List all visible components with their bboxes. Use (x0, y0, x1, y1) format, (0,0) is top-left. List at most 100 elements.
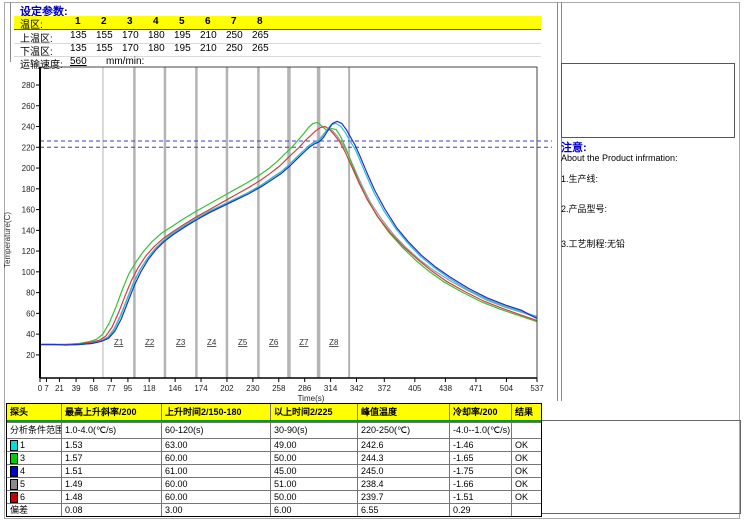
x-tick-label: 537 (530, 384, 544, 393)
deviation-value: 3.00 (161, 504, 270, 516)
y-tick-label: 20 (26, 351, 35, 360)
note-subtitle: About the Product infrmation: (561, 153, 678, 163)
zone-number-row: 温区: 1 2 3 4 5 6 7 8 (14, 16, 541, 31)
value-cell: 50.00 (270, 452, 357, 464)
x-tick-label: 258 (272, 384, 286, 393)
zone-label-Z5: Z5 (238, 338, 248, 347)
probe-color-swatch (10, 452, 18, 464)
upper-zone-temp-8: 265 (252, 30, 269, 41)
value-cell: 242.6 (357, 439, 449, 451)
x-tick-label: 405 (408, 384, 422, 393)
y-tick-label: 240 (22, 123, 36, 132)
x-tick-label: 118 (143, 384, 156, 393)
probe-cell: 6 (7, 491, 61, 503)
value-cell: 245.0 (357, 465, 449, 477)
zone-label-Z2: Z2 (145, 338, 155, 347)
y-tick-label: 140 (22, 226, 36, 235)
zone-label-Z4: Z4 (207, 338, 217, 347)
value-cell: -1.65 (449, 452, 511, 464)
settings-title: 设定参数: (20, 6, 68, 18)
note-item-production-line: 1.生产线: (561, 174, 599, 184)
criteria-cell: 30-90(s) (270, 423, 357, 438)
probe-row-5: 5 1.49 60.00 51.00 238.4 -1.66 OK (7, 477, 541, 490)
zone-row-label: 温区: (20, 20, 43, 31)
analysis-results-table: 探头 最高上升斜率/200 上升时间2/150-180 以上时间2/225 峰值温度 冷却… (6, 403, 542, 517)
zone-number-8: 8 (257, 16, 263, 27)
probe-row-1: 1 1.53 63.00 49.00 242.6 -1.46 OK (7, 438, 541, 451)
deviation-value: 6.00 (270, 504, 357, 516)
criteria-cell: 1.0-4.0(℃/s) (61, 423, 161, 438)
value-cell: 1.48 (61, 491, 161, 503)
lower-zone-temp-3: 170 (122, 43, 139, 54)
probe-cell: 4 (7, 465, 61, 477)
column-header: 最高上升斜率/200 (61, 404, 161, 420)
note-item-process: 3.工艺制程:无铅 (561, 239, 626, 249)
lower-zone-label: 下温区: (20, 47, 53, 58)
profile-curve-probe-3 (40, 121, 538, 346)
value-cell: 238.4 (357, 478, 449, 490)
x-tick-label: 77 (107, 384, 116, 393)
table-header-row: 探头 最高上升斜率/200 上升时间2/150-180 以上时间2/225 峰值温度 冷却… (7, 404, 541, 422)
probe-number: 5 (20, 479, 26, 489)
x-tick-label: 372 (378, 384, 392, 393)
panel-divider-inner (561, 2, 562, 401)
x-tick-label: 504 (500, 384, 514, 393)
zone-label-Z8: Z8 (329, 338, 339, 347)
result-cell: OK (511, 465, 540, 477)
lower-zone-temp-4: 180 (148, 43, 165, 54)
zone-number-7: 7 (231, 16, 237, 27)
upper-zone-temp-5: 195 (174, 30, 191, 41)
page-border (4, 2, 740, 519)
y-tick-label: 60 (26, 309, 35, 318)
upper-zone-temp-4: 180 (148, 30, 165, 41)
conveyor-speed-row: 运输速度: 560 mm/min: (14, 56, 541, 71)
x-tick-label: 174 (194, 384, 208, 393)
zone-label-Z6: Z6 (269, 338, 279, 347)
x-tick-label: 230 (246, 384, 260, 393)
zone-number-5: 5 (179, 16, 185, 27)
probe-color-swatch (10, 491, 18, 503)
probe-cell: 1 (7, 439, 61, 451)
y-tick-label: 40 (26, 330, 35, 339)
temperature-chart: Z1 Z2 Z3 Z4 Z5 Z6 Z7 Z8 20 40 60 80 100 120 140 160 180 2… (22, 66, 552, 403)
upper-zone-temp-3: 170 (122, 30, 139, 41)
value-cell: 60.00 (161, 452, 270, 464)
result-cell: OK (511, 491, 540, 503)
probe-number: 1 (20, 440, 26, 450)
left-rule (10, 2, 11, 62)
probe-number: 3 (20, 453, 26, 463)
note-item-product-model: 2.产品型号: (561, 204, 608, 214)
column-header: 上升时间2/150-180 (161, 404, 270, 420)
result-cell: OK (511, 478, 540, 490)
y-tick-label: 100 (22, 268, 36, 277)
value-cell: -1.75 (449, 465, 511, 477)
upper-zone-label: 上温区: (20, 34, 53, 45)
value-cell: 1.53 (61, 439, 161, 451)
probe-row-6: 6 1.48 60.00 50.00 239.7 -1.51 OK (7, 490, 541, 503)
value-cell: 49.00 (270, 439, 357, 451)
y-tick-label: 80 (26, 289, 35, 298)
upper-zone-row: 上温区: 135 155 170 180 195 210 250 265 (14, 30, 541, 45)
deviation-row: 偏差 0.08 3.00 6.00 6.55 0.29 (7, 503, 541, 516)
criteria-cell: 60-120(s) (161, 423, 270, 438)
bottom-right-box (540, 420, 741, 514)
y-tick-label: 120 (22, 247, 36, 256)
upper-zone-temp-6: 210 (200, 30, 217, 41)
result-cell: OK (511, 439, 540, 451)
probe-cell: 3 (7, 452, 61, 464)
criteria-cell: -4.0--1.0(℃/s) (449, 423, 511, 438)
probe-color-swatch (10, 478, 18, 490)
y-tick-label: 260 (22, 102, 36, 111)
conveyor-speed-value: 560 (70, 56, 87, 67)
criteria-cell (511, 423, 540, 438)
x-tick-label: 146 (168, 384, 182, 393)
product-info-box (561, 63, 735, 138)
zone-number-2: 2 (101, 16, 107, 27)
value-cell: 239.7 (357, 491, 449, 503)
value-cell: 60.00 (161, 491, 270, 503)
y-tick-label: 180 (22, 185, 36, 194)
x-axis-label: Time(s) (298, 394, 325, 403)
value-cell: -1.66 (449, 478, 511, 490)
lower-zone-temp-5: 195 (174, 43, 191, 54)
